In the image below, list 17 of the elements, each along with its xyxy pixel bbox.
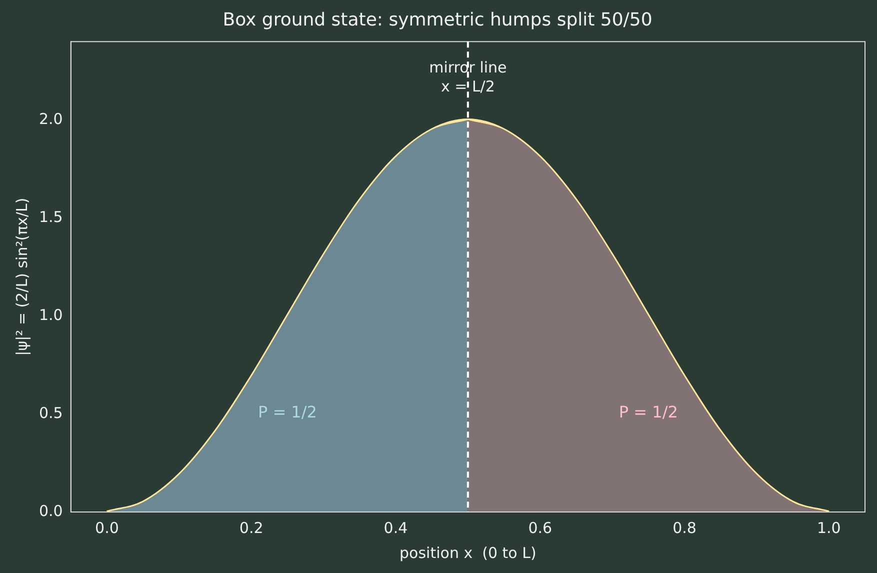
x-tick-label: 0.4 [384,518,408,537]
x-tick-label: 0.0 [95,518,119,537]
y-tick-label: 1.0 [38,306,63,324]
x-tick-label: 0.2 [239,518,264,537]
ref-line-label: mirror line x = L/2 [429,58,507,96]
x-tick-label: 0.6 [528,518,552,537]
annotation: P = 1/2 [258,402,317,422]
y-tick-label: 0.0 [38,502,63,520]
chart-title: Box ground state: symmetric humps split 50/50 [222,9,652,30]
x-axis-title: position x (0 to L) [400,544,536,562]
annotation: P = 1/2 [618,402,678,422]
x-tick-label: 0.8 [672,518,696,537]
y-tick-label: 2.0 [38,110,63,128]
y-tick-label: 1.5 [38,208,63,226]
x-tick-label: 1.0 [816,518,841,537]
y-axis-title: |ψ|² = (2/L) sin²(πx/L) [12,198,31,356]
y-tick-label: 0.5 [38,404,63,422]
